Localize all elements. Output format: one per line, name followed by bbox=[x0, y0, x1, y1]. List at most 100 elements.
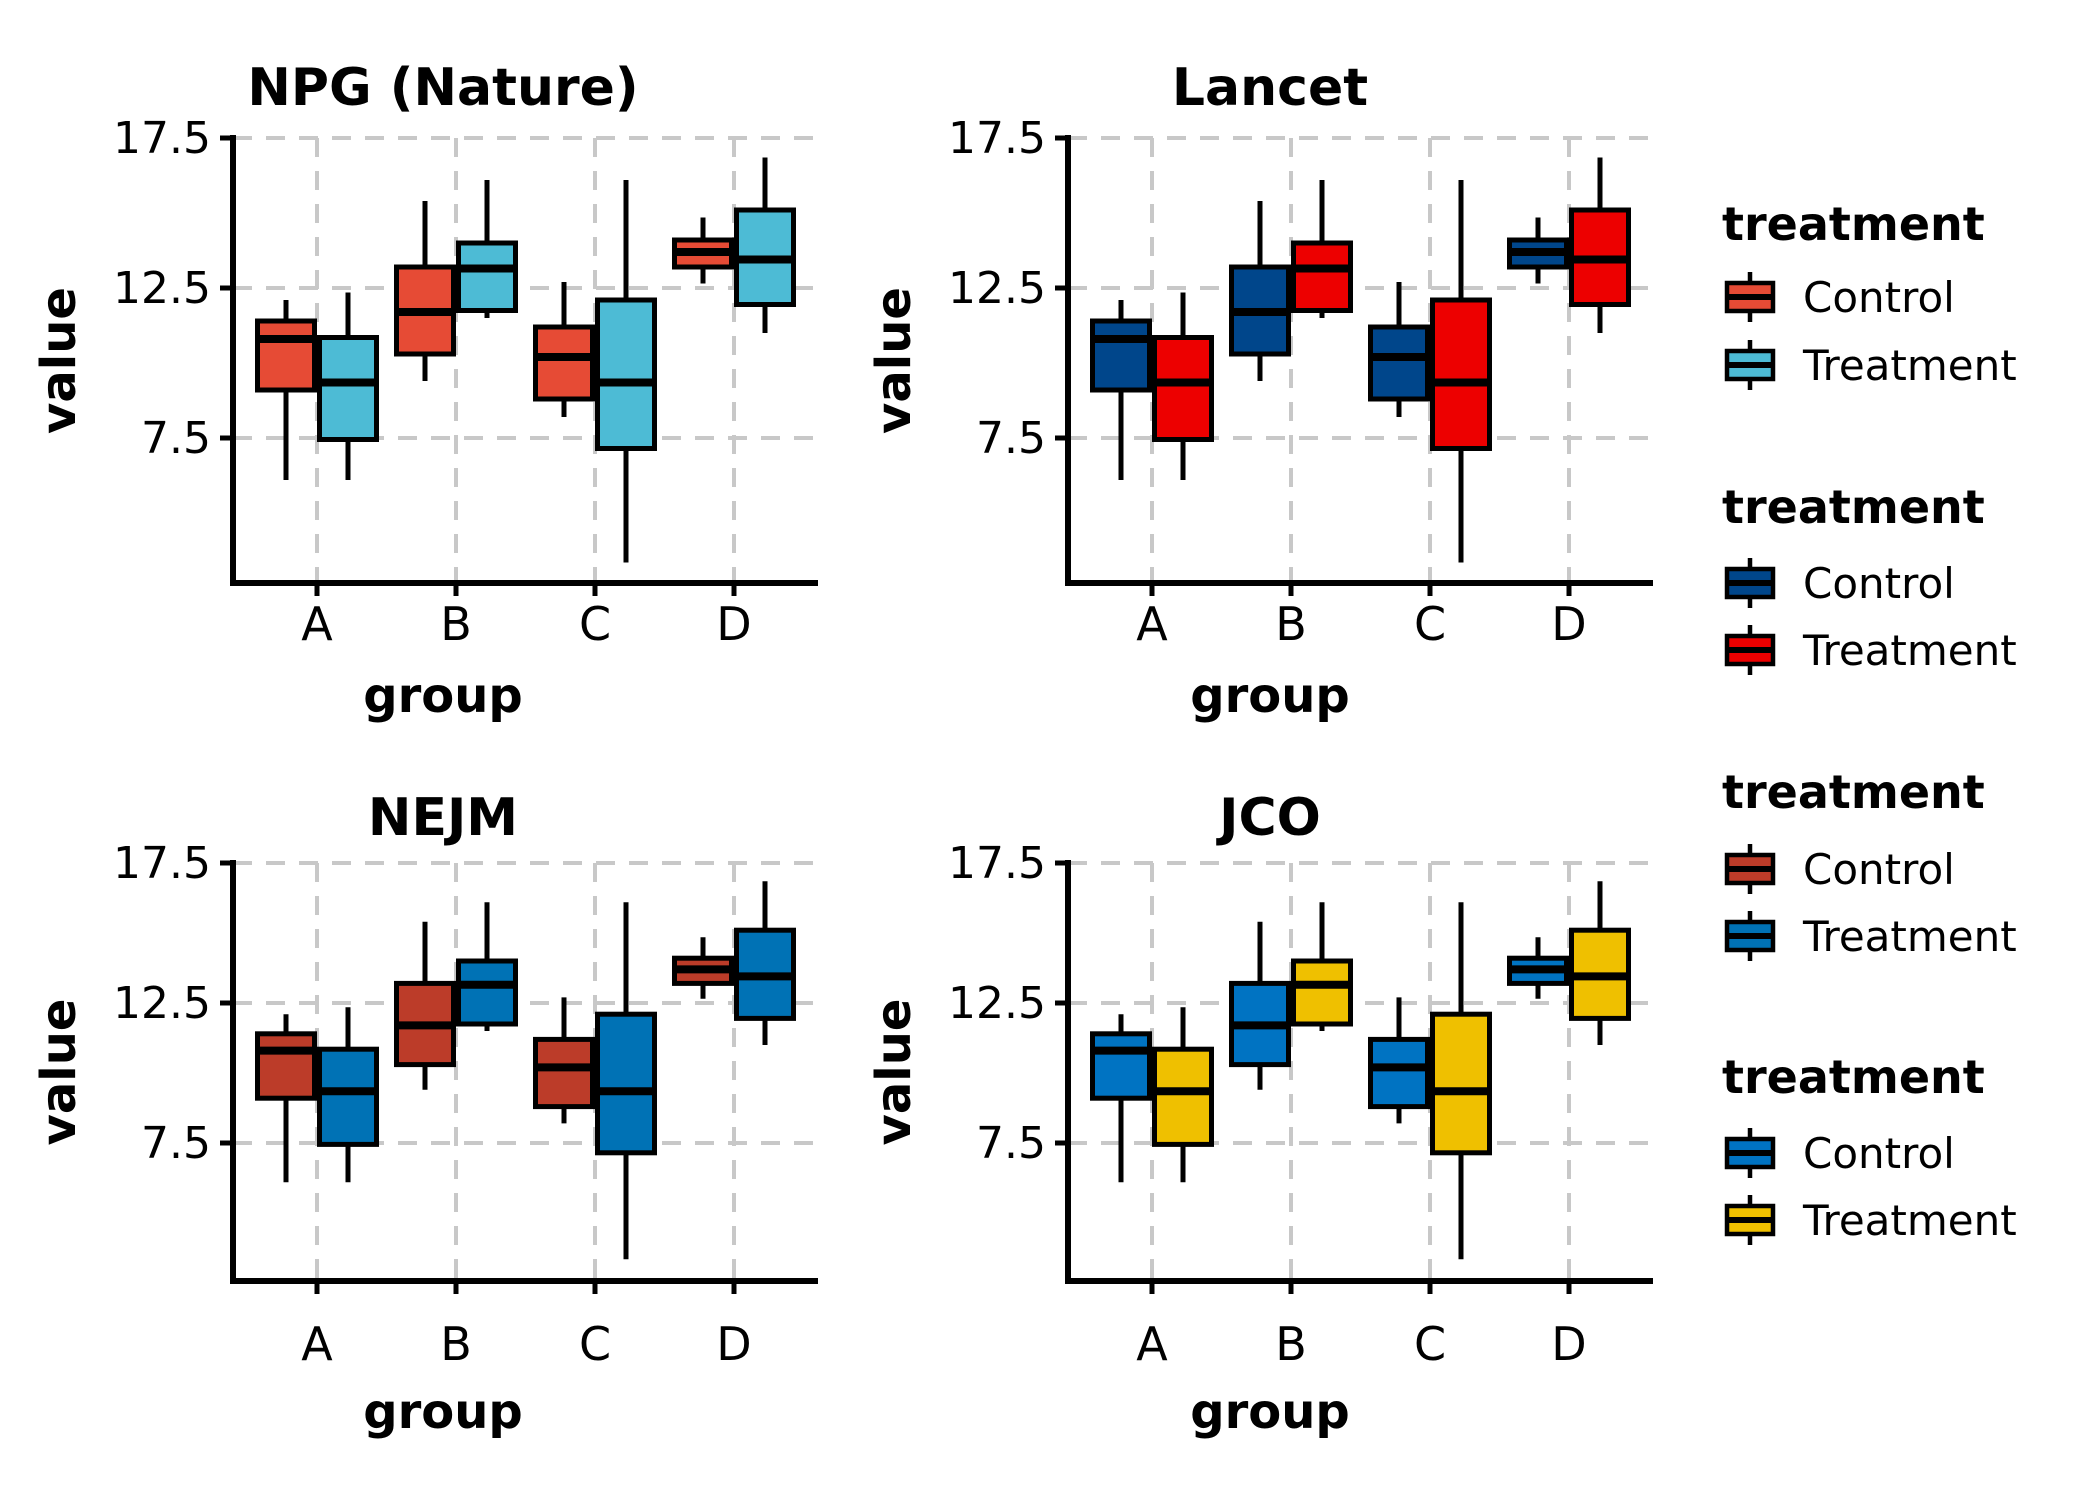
legend-block-nejm: treatment Control Treatment bbox=[1722, 765, 2017, 961]
x-tick-label: B bbox=[440, 597, 472, 651]
boxplot-control-D bbox=[672, 937, 734, 999]
boxplot-control-C bbox=[1368, 282, 1430, 417]
legend-entry-label: Control bbox=[1803, 559, 1955, 608]
boxplot-control-A bbox=[255, 300, 317, 480]
legend-block-npg-nature: treatment Control Treatment bbox=[1722, 197, 2017, 390]
boxplot-box bbox=[1368, 1036, 1430, 1110]
boxplot-box bbox=[456, 958, 518, 1027]
x-tick-label: A bbox=[301, 597, 333, 651]
panel-title: Lancet bbox=[1172, 58, 1368, 118]
axis-label-group: group bbox=[363, 668, 523, 724]
boxplot-box bbox=[317, 335, 379, 442]
boxplot-control-B bbox=[394, 921, 456, 1090]
x-tick-label: B bbox=[1275, 597, 1307, 651]
boxplot-treatment-C bbox=[595, 902, 657, 1260]
boxplot-treatment-C bbox=[1430, 902, 1492, 1260]
y-tick-label: 12.5 bbox=[948, 263, 1046, 314]
boxplot-treatment-A bbox=[1152, 292, 1214, 480]
legend-entry-label: Treatment bbox=[1802, 1196, 2017, 1245]
boxplot-box bbox=[595, 297, 657, 451]
boxplot-treatment-C bbox=[595, 180, 657, 563]
legend-title: treatment bbox=[1722, 480, 1985, 534]
legend-entry-treatment: Treatment bbox=[1724, 1195, 2017, 1245]
y-tick-label: 7.5 bbox=[976, 1118, 1046, 1169]
axis-label-group: group bbox=[1190, 1384, 1350, 1440]
y-tick-label: 12.5 bbox=[948, 978, 1046, 1029]
panel-title: NPG (Nature) bbox=[247, 58, 638, 118]
boxplot-treatment-B bbox=[1291, 902, 1353, 1031]
legend-title: treatment bbox=[1722, 197, 1985, 251]
y-tick-label: 17.5 bbox=[113, 838, 211, 889]
y-tick-label: 12.5 bbox=[113, 263, 211, 314]
boxplot-control-C bbox=[1368, 997, 1430, 1124]
boxplot-box bbox=[456, 240, 518, 313]
boxplot-box bbox=[533, 1036, 595, 1110]
x-tick-label: A bbox=[1136, 1317, 1168, 1371]
y-tick-label: 12.5 bbox=[113, 978, 211, 1029]
boxplot-control-D bbox=[1507, 937, 1569, 999]
boxplot-box bbox=[255, 318, 317, 393]
boxplot-box bbox=[1430, 297, 1492, 451]
axis-label-group: group bbox=[363, 1384, 523, 1440]
boxplot-control-A bbox=[255, 1014, 317, 1183]
boxplot-treatment-B bbox=[1291, 180, 1353, 318]
boxplot-control-A bbox=[1090, 1014, 1152, 1183]
legend-entry-label: Treatment bbox=[1802, 912, 2017, 961]
boxplot-control-D bbox=[1507, 217, 1569, 284]
boxplot-control-B bbox=[1229, 921, 1291, 1090]
x-tick-label: C bbox=[579, 597, 611, 651]
boxplot-box bbox=[1090, 1031, 1152, 1101]
legend-entry-label: Treatment bbox=[1802, 341, 2017, 390]
boxplot-box bbox=[1090, 318, 1152, 393]
boxplot-treatment-B bbox=[456, 902, 518, 1031]
legend-entry-treatment: Treatment bbox=[1724, 625, 2017, 675]
legend-entry-label: Control bbox=[1803, 845, 1955, 894]
legend-entry-label: Control bbox=[1803, 273, 1955, 322]
panel-title: JCO bbox=[1216, 788, 1321, 848]
boxplot-treatment-A bbox=[317, 292, 379, 480]
x-tick-label: D bbox=[1551, 597, 1586, 651]
x-tick-label: D bbox=[716, 597, 751, 651]
boxplot-box bbox=[1291, 958, 1353, 1027]
boxplot-box bbox=[1368, 324, 1430, 402]
boxplot-treatment-D bbox=[734, 157, 796, 333]
x-tick-label: A bbox=[301, 1317, 333, 1371]
boxplot-box bbox=[1291, 240, 1353, 313]
x-tick-label: A bbox=[1136, 597, 1168, 651]
boxplot-treatment-A bbox=[317, 1007, 379, 1183]
x-tick-label: B bbox=[440, 1317, 472, 1371]
boxplot-box bbox=[317, 1046, 379, 1147]
axis-label-value: value bbox=[866, 287, 922, 434]
y-tick-label: 17.5 bbox=[948, 838, 1046, 889]
boxplot-box bbox=[533, 324, 595, 402]
legend-entry-treatment: Treatment bbox=[1724, 911, 2017, 961]
axis-label-value: value bbox=[31, 287, 87, 434]
boxplot-box bbox=[1152, 335, 1214, 442]
legend-entry-label: Treatment bbox=[1802, 626, 2017, 675]
boxplot-box bbox=[1430, 1011, 1492, 1156]
boxplot-treatment-A bbox=[1152, 1007, 1214, 1183]
boxplot-box bbox=[595, 1011, 657, 1156]
x-tick-label: C bbox=[579, 1317, 611, 1371]
boxplot-control-B bbox=[1229, 201, 1291, 381]
y-tick-label: 7.5 bbox=[141, 413, 211, 464]
boxplot-treatment-D bbox=[734, 881, 796, 1045]
axis-label-value: value bbox=[866, 999, 922, 1146]
boxplot-treatment-B bbox=[456, 180, 518, 318]
boxplot-box bbox=[1152, 1046, 1214, 1147]
boxplot-treatment-C bbox=[1430, 180, 1492, 563]
x-tick-label: B bbox=[1275, 1317, 1307, 1371]
panel-title: NEJM bbox=[368, 788, 518, 848]
boxplot-control-A bbox=[1090, 300, 1152, 480]
legend-entry-treatment: Treatment bbox=[1724, 340, 2017, 390]
legend-entry-label: Control bbox=[1803, 1129, 1955, 1178]
legend-entry-control: Control bbox=[1724, 1128, 1955, 1178]
y-tick-label: 7.5 bbox=[976, 413, 1046, 464]
legend-block-lancet: treatment Control Treatment bbox=[1722, 480, 2017, 675]
x-tick-label: D bbox=[716, 1317, 751, 1371]
